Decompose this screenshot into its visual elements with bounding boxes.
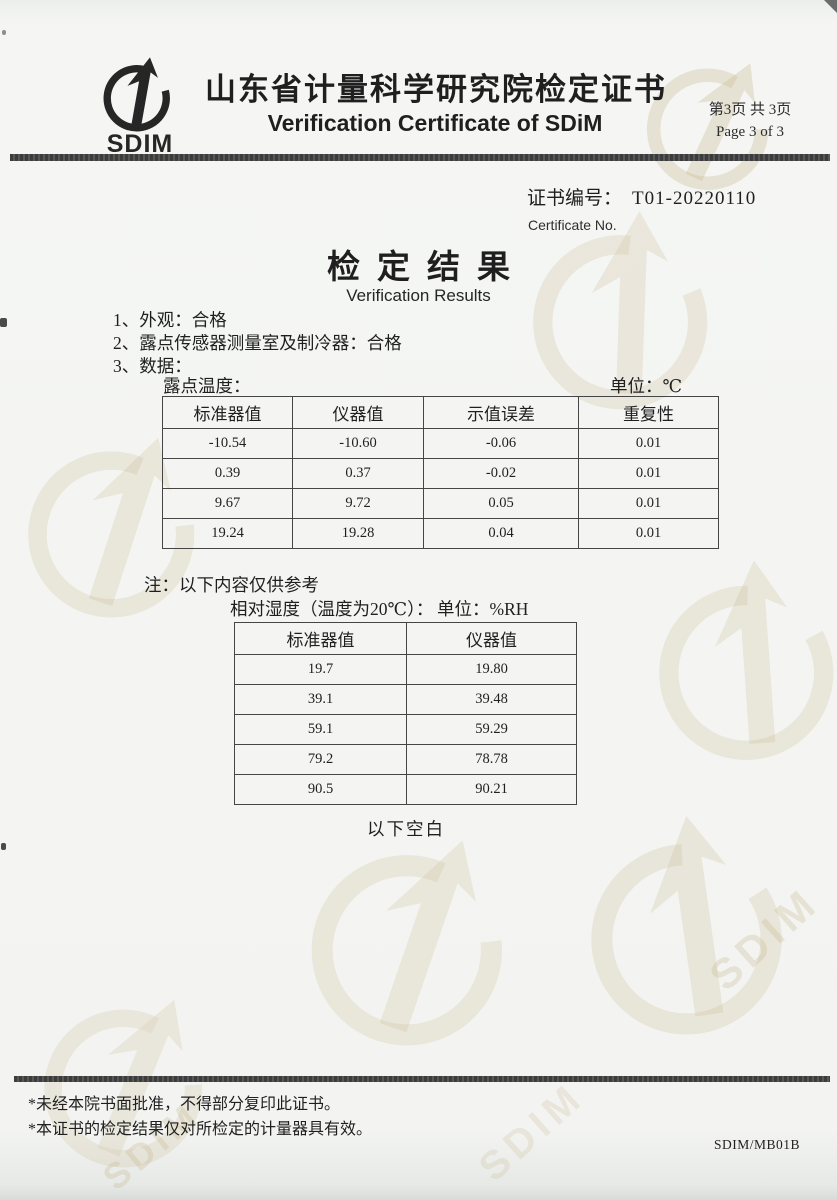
page-number-en: Page 3 of 3	[716, 124, 784, 140]
table-header-row: 标准器值 仪器值 示值误差 重复性	[162, 396, 719, 429]
table-cell: 0.39	[162, 458, 293, 489]
table-cell: 79.2	[234, 744, 407, 775]
column-header: 标准器值	[162, 396, 293, 429]
end-of-content-note: 以下空白	[367, 819, 445, 839]
table-cell: 0.01	[578, 488, 719, 519]
table-cell: 9.67	[162, 488, 293, 519]
table-row: 90.5 90.21	[234, 774, 577, 805]
result-item-appearance: 1、外观：合格	[113, 310, 227, 330]
sdim-watermark-icon	[622, 532, 837, 793]
table-cell: 19.28	[292, 518, 424, 549]
column-header: 重复性	[578, 396, 719, 429]
humidity-unit: 单位：%RH	[437, 599, 529, 619]
table-cell: 19.24	[162, 518, 293, 549]
header-divider	[10, 154, 830, 161]
table-cell: 0.01	[578, 428, 719, 459]
certificate-number-label: 证书编号：	[527, 188, 623, 209]
page-number-cn: 第3页 共 3页	[708, 102, 792, 118]
footer-divider	[14, 1076, 830, 1082]
result-item-sensor: 2、露点传感器测量室及制冷器：合格	[113, 333, 402, 353]
table-row: 59.1 59.29	[234, 714, 577, 745]
humidity-table: 标准器值 仪器值 19.7 19.80 39.1 39.48 59.1 59.2…	[234, 622, 577, 805]
table-cell: 39.48	[406, 684, 577, 715]
table-cell: 0.37	[292, 458, 424, 489]
column-header: 仪器值	[292, 396, 424, 429]
table-cell: 9.72	[292, 488, 424, 519]
certificate-number-value: T01-20220110	[632, 188, 757, 209]
table-cell: -10.54	[162, 428, 293, 459]
page-title: 山东省计量科学研究院检定证书	[205, 72, 667, 107]
results-title: 检定结果	[327, 250, 527, 286]
table-row: 9.67 9.72 0.05 0.01	[162, 488, 719, 519]
scan-speck	[1, 843, 6, 850]
reference-note: 注：以下内容仅供参考	[144, 575, 319, 595]
table-cell: 0.05	[423, 488, 579, 519]
sdim-watermark-text: SDIM	[470, 1074, 593, 1190]
table-cell: 90.5	[234, 774, 407, 805]
result-item-data: 3、数据：	[113, 356, 192, 376]
column-header: 仪器值	[406, 622, 577, 655]
humidity-label: 相对湿度（温度为20℃）：	[230, 599, 434, 619]
column-header: 标准器值	[234, 622, 407, 655]
footer-notes: *未经本院书面批准，不得部分复印此证书。 *本证书的检定结果仅对所检定的计量器具…	[28, 1092, 372, 1142]
sdim-watermark-text: SDIM	[700, 878, 828, 1000]
certificate-number-line: 证书编号： T01-20220110	[527, 183, 756, 210]
scan-speck	[0, 318, 7, 327]
form-code: SDIM/MB01B	[713, 1137, 800, 1152]
sdim-logo-icon	[99, 54, 181, 136]
page-number-block: 第3页 共 3页 Page 3 of 3	[685, 99, 815, 143]
sdim-watermark-icon	[544, 779, 837, 1075]
table-cell: 90.21	[406, 774, 577, 805]
table-row: 0.39 0.37 -0.02 0.01	[162, 458, 719, 489]
dew-point-table: 标准器值 仪器值 示值误差 重复性 -10.54 -10.60 -0.06 0.…	[162, 396, 719, 549]
table-header-row: 标准器值 仪器值	[234, 622, 577, 655]
table-row: 79.2 78.78	[234, 744, 577, 775]
table-cell: 59.29	[406, 714, 577, 745]
table-row: 19.24 19.28 0.04 0.01	[162, 518, 719, 549]
page-subtitle: Verification Certificate of SDiM	[267, 110, 603, 136]
sdim-watermark-icon	[17, 967, 248, 1198]
table-row: 19.7 19.80	[234, 654, 577, 685]
table-cell: 78.78	[406, 744, 577, 775]
table-cell: -10.60	[292, 428, 424, 459]
scan-speck	[2, 30, 6, 35]
table-cell: 0.01	[578, 458, 719, 489]
table-cell: 0.01	[578, 518, 719, 549]
table-row: -10.54 -10.60 -0.06 0.01	[162, 428, 719, 459]
table-cell: 19.7	[234, 654, 407, 685]
dew-point-label: 露点温度：	[163, 376, 251, 396]
footer-note: *本证书的检定结果仅对所检定的计量器具有效。	[28, 1121, 373, 1138]
sdim-logo-text: SDIM	[106, 130, 174, 158]
dew-point-unit: 单位：℃	[610, 376, 683, 396]
table-cell: 0.04	[423, 518, 579, 549]
results-title-en: Verification Results	[346, 286, 491, 305]
sdim-logo: SDIM	[88, 54, 192, 164]
scan-corner-artifact	[824, 0, 837, 13]
table-cell: 59.1	[234, 714, 407, 745]
certificate-number-label-en: Certificate No.	[528, 217, 617, 233]
column-header: 示值误差	[423, 396, 579, 429]
table-cell: 19.80	[406, 654, 577, 685]
table-cell: -0.02	[423, 458, 579, 489]
table-cell: -0.06	[423, 428, 579, 459]
table-row: 39.1 39.48	[234, 684, 577, 715]
table-cell: 39.1	[234, 684, 407, 715]
sdim-watermark-icon	[283, 808, 552, 1077]
footer-note: *未经本院书面批准，不得部分复印此证书。	[28, 1096, 341, 1113]
